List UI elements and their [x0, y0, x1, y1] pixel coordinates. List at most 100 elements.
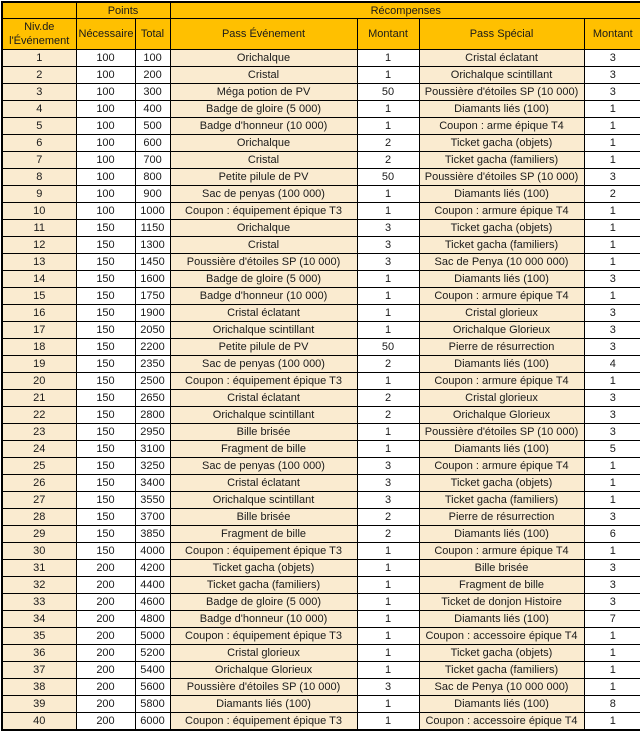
points-needed-cell: 150: [75, 406, 136, 424]
pass-special-reward-cell: Cristal glorieux: [418, 304, 585, 322]
pass-special-reward-cell: Ticket gacha (familiers): [418, 151, 585, 169]
pass-special-reward-cell: Diamants liés (100): [418, 270, 585, 288]
pass-special-reward-cell: Diamants liés (100): [418, 610, 585, 628]
pass-event-reward-cell: Orichalque scintillant: [169, 406, 358, 424]
pass-event-reward-cell: Orichalque: [169, 49, 358, 67]
event-level-cell: 30: [1, 542, 77, 560]
event-level-cell: 13: [1, 253, 77, 271]
points-needed-cell: 100: [75, 100, 136, 118]
pass-special-amount-cell: 1: [583, 457, 640, 475]
pass-event-amount-cell: 2: [356, 151, 420, 169]
pass-special-amount-cell: 1: [583, 678, 640, 696]
pass-event-reward-cell: Coupon : équipement épique T3: [169, 712, 358, 731]
points-needed-cell: 100: [75, 168, 136, 186]
pass-special-amount-cell: 6: [583, 525, 640, 543]
event-level-cell: 37: [1, 661, 77, 679]
event-level-cell: 14: [1, 270, 77, 288]
pass-special-amount-cell: 3: [583, 304, 640, 322]
pass-special-amount-cell: 5: [583, 440, 640, 458]
points-total-cell: 300: [134, 83, 171, 101]
table-row: 38 200 5600 Poussière d'étoiles SP (10 0…: [1, 678, 640, 696]
points-total-cell: 1900: [134, 304, 171, 322]
pass-special-amount-cell: 1: [583, 253, 640, 271]
points-needed-cell: 200: [75, 576, 136, 594]
table-row: 16 150 1900 Cristal éclatant 1 Cristal g…: [1, 304, 640, 322]
table-row: 17 150 2050 Orichalque scintillant 1 Ori…: [1, 321, 640, 339]
points-total-cell: 1300: [134, 236, 171, 254]
pass-special-reward-cell: Coupon : arme épique T4: [418, 117, 585, 135]
points-total-cell: 3850: [134, 525, 171, 543]
pass-event-reward-cell: Coupon : équipement épique T3: [169, 202, 358, 220]
event-level-cell: 6: [1, 134, 77, 152]
pass-event-amount-cell: 50: [356, 168, 420, 186]
points-total-cell: 3550: [134, 491, 171, 509]
points-needed-cell: 200: [75, 610, 136, 628]
pass-event-reward-cell: Cristal: [169, 236, 358, 254]
pass-special-amount-cell: 3: [583, 321, 640, 339]
pass-special-amount-cell: 3: [583, 389, 640, 407]
pass-event-reward-cell: Cristal glorieux: [169, 644, 358, 662]
pass-event-amount-cell: 1: [356, 610, 420, 628]
pass-event-amount-cell: 1: [356, 576, 420, 594]
pass-special-reward-cell: Pierre de résurrection: [418, 338, 585, 356]
header-sub-row: Niv.de l'Événement Nécessaire Total Pass…: [1, 18, 640, 50]
points-total-cell: 5200: [134, 644, 171, 662]
pass-event-amount-cell: 1: [356, 695, 420, 713]
pass-event-reward-cell: Petite pilule de PV: [169, 168, 358, 186]
pass-special-reward-cell: Diamants liés (100): [418, 185, 585, 203]
pass-event-amount-cell: 1: [356, 49, 420, 67]
points-needed-cell: 100: [75, 83, 136, 101]
points-total-cell: 2350: [134, 355, 171, 373]
points-total-cell: 5000: [134, 627, 171, 645]
points-needed-cell: 150: [75, 474, 136, 492]
points-needed-cell: 150: [75, 423, 136, 441]
pass-event-amount-cell: 50: [356, 83, 420, 101]
pass-event-amount-cell: 3: [356, 678, 420, 696]
pass-event-reward-cell: Sac de penyas (100 000): [169, 457, 358, 475]
pass-special-reward-cell: Bille brisée: [418, 559, 585, 577]
pass-special-reward-cell: Coupon : accessoire épique T4: [418, 712, 585, 731]
points-total-cell: 4200: [134, 559, 171, 577]
table-row: 24 150 3100 Fragment de bille 1 Diamants…: [1, 440, 640, 458]
points-total-cell: 4000: [134, 542, 171, 560]
points-needed-cell: 100: [75, 134, 136, 152]
points-total-cell: 5600: [134, 678, 171, 696]
points-total-cell: 3700: [134, 508, 171, 526]
points-needed-cell: 100: [75, 66, 136, 84]
event-level-cell: 25: [1, 457, 77, 475]
pass-event-amount-cell: 1: [356, 287, 420, 305]
pass-special-reward-cell: Diamants liés (100): [418, 355, 585, 373]
pass-event-amount-cell: 1: [356, 100, 420, 118]
table-row: 18 150 2200 Petite pilule de PV 50 Pierr…: [1, 338, 640, 356]
pass-event-reward-cell: Orichalque scintillant: [169, 321, 358, 339]
pass-special-reward-cell: Coupon : armure épique T4: [418, 287, 585, 305]
pass-event-amount-cell: 1: [356, 304, 420, 322]
points-needed-cell: 100: [75, 202, 136, 220]
pass-special-reward-cell: Diamants liés (100): [418, 440, 585, 458]
table-row: 20 150 2500 Coupon : équipement épique T…: [1, 372, 640, 390]
header-rewards-group: Récompenses: [169, 1, 640, 19]
points-total-cell: 5800: [134, 695, 171, 713]
table-row: 31 200 4200 Ticket gacha (objets) 1 Bill…: [1, 559, 640, 577]
table-row: 39 200 5800 Diamants liés (100) 1 Diaman…: [1, 695, 640, 713]
pass-special-amount-cell: 2: [583, 185, 640, 203]
points-needed-cell: 200: [75, 678, 136, 696]
pass-event-reward-cell: Bille brisée: [169, 423, 358, 441]
pass-event-amount-cell: 1: [356, 661, 420, 679]
points-needed-cell: 150: [75, 338, 136, 356]
pass-event-reward-cell: Cristal éclatant: [169, 474, 358, 492]
pass-special-amount-cell: 3: [583, 83, 640, 101]
event-level-cell: 18: [1, 338, 77, 356]
table-row: 11 150 1150 Orichalque 3 Ticket gacha (o…: [1, 219, 640, 237]
pass-event-reward-cell: Badge de gloire (5 000): [169, 100, 358, 118]
header-event-level: Niv.de l'Événement: [1, 18, 77, 50]
pass-special-amount-cell: 1: [583, 287, 640, 305]
event-level-cell: 5: [1, 117, 77, 135]
points-needed-cell: 150: [75, 525, 136, 543]
event-level-cell: 8: [1, 168, 77, 186]
pass-special-amount-cell: 1: [583, 151, 640, 169]
pass-special-reward-cell: Coupon : armure épique T4: [418, 202, 585, 220]
pass-event-reward-cell: Orichalque scintillant: [169, 491, 358, 509]
pass-event-reward-cell: Ticket gacha (objets): [169, 559, 358, 577]
event-level-cell: 26: [1, 474, 77, 492]
